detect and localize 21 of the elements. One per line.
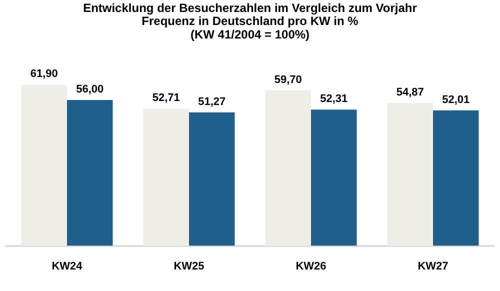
- data-label: 52,01: [442, 94, 470, 106]
- data-label: 56,00: [76, 84, 104, 96]
- bar: [143, 108, 189, 246]
- x-tick-label: KW26: [296, 260, 326, 272]
- bar: [189, 112, 235, 246]
- data-label: 52,71: [152, 92, 180, 104]
- bar: [21, 84, 67, 246]
- bar: [311, 110, 357, 246]
- x-tick-label: KW24: [52, 260, 84, 272]
- x-tick-label: KW25: [174, 260, 204, 272]
- bar: [433, 110, 479, 246]
- bar: [265, 90, 311, 246]
- data-label: 54,87: [396, 86, 424, 99]
- bar: [387, 102, 433, 246]
- bar: [67, 100, 113, 246]
- x-tick-label: KW27: [418, 260, 448, 272]
- data-label: 52,31: [320, 93, 348, 106]
- data-label: 59,70: [274, 74, 302, 86]
- data-label: 51,27: [198, 96, 226, 108]
- data-label: 61,90: [30, 68, 58, 80]
- chart-title: Entwicklung der Besucherzahlen im Vergleich zum Vorjahr Frequenz in Deutschland pro KW in % (KW 41/2004 = 100%): [83, 0, 418, 42]
